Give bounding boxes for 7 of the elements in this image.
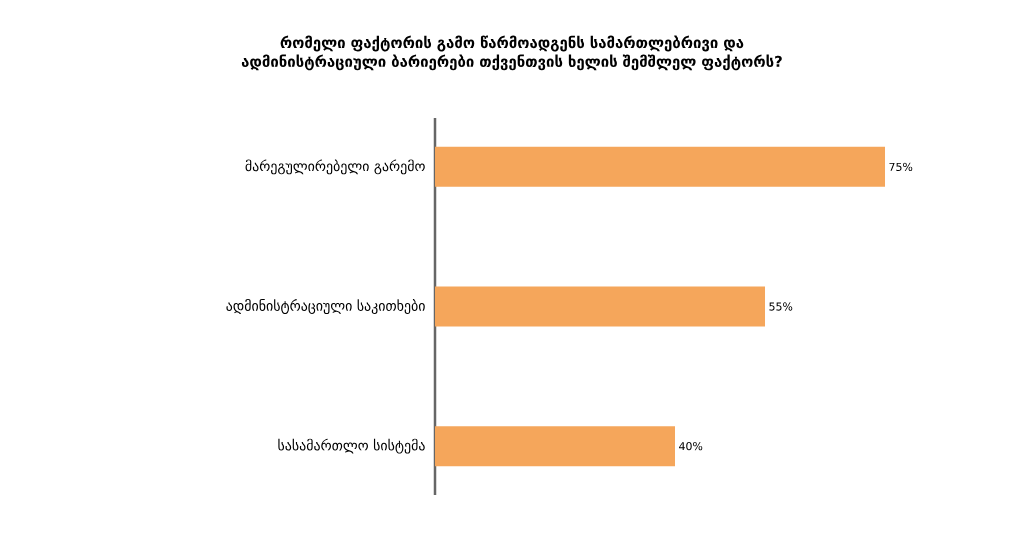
y-tick-label: ადმინისტრაციული საკითხები — [226, 299, 425, 314]
data-label: 55% — [769, 302, 793, 311]
data-label: 75% — [889, 162, 913, 172]
y-tick-label: მარეგულირებელი გარემო — [245, 159, 425, 175]
data-label: 40% — [679, 442, 703, 451]
chart-title: რომელი ფაქტორის გამო წარმოადგენს სამართლებრივი და ადმინისტრაციული ბარიერები თქვენთვის ხელის შემშლელ ფაქტორს? — [241, 35, 782, 71]
y-tick-label: სასამართლო სისტემა — [278, 438, 425, 454]
